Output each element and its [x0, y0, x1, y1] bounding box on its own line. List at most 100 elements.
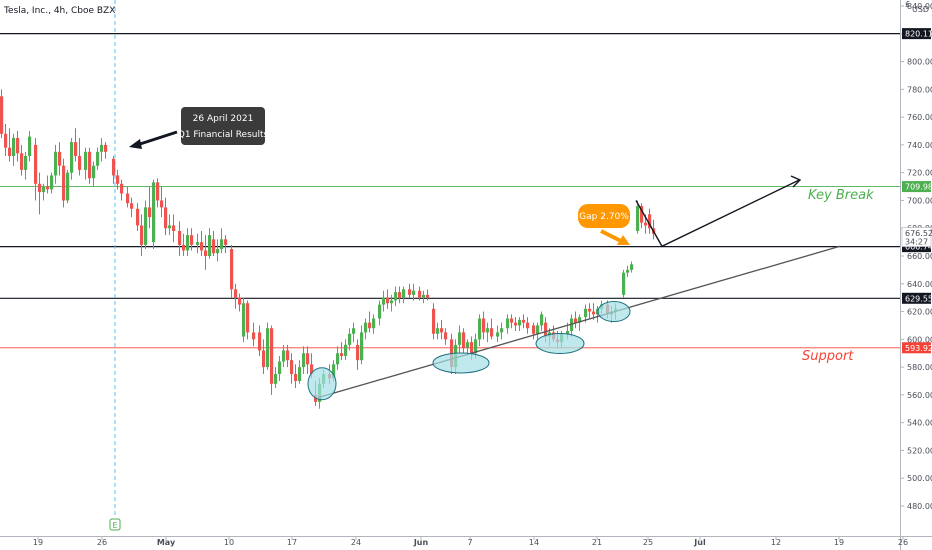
- candle-body: [58, 151, 62, 166]
- candle-body: [584, 308, 588, 318]
- candle-body: [152, 182, 156, 243]
- candle-body: [196, 242, 200, 245]
- x-tick-label: 19: [33, 538, 43, 547]
- support-label: Support: [802, 349, 854, 364]
- candle-body: [50, 175, 54, 190]
- price-level-tag: [902, 28, 931, 40]
- gap-callout-text: Gap 2.70%: [579, 212, 629, 222]
- candle-body: [510, 318, 514, 323]
- candle-body: [252, 332, 256, 340]
- candle-body: [78, 156, 82, 170]
- candle-body: [92, 165, 96, 179]
- candle-body: [178, 231, 182, 245]
- chart-title: Tesla, Inc., 4h, Cboe BZX: [3, 6, 115, 16]
- candle-body: [522, 319, 526, 323]
- candle-body: [458, 332, 462, 345]
- candle-body: [394, 292, 398, 301]
- candle-body: [544, 322, 548, 337]
- candle-body: [536, 325, 540, 334]
- candle-body: [626, 269, 630, 273]
- candle-body: [466, 342, 470, 348]
- touch-point-ellipse: [432, 352, 490, 374]
- event-arrow-line: [139, 130, 178, 146]
- candle-body: [408, 289, 412, 295]
- candle-body: [500, 328, 504, 333]
- candle-body: [364, 322, 368, 333]
- x-tick-label: 10: [224, 538, 234, 547]
- candle-body: [332, 364, 336, 379]
- drawings: 26 April 2021 Q1 Financial Results Gap 2.7…: [129, 107, 874, 401]
- candle-body: [148, 207, 152, 218]
- price-level-tag: [902, 292, 931, 304]
- y-tick-label: 520.00: [907, 446, 932, 455]
- candle-body: [4, 133, 8, 148]
- candle-body: [120, 183, 124, 194]
- candle-body: [8, 147, 12, 156]
- candle-body: [592, 311, 596, 315]
- x-tick-label: 14: [529, 538, 539, 547]
- price-level-tag-label: 666.74: [905, 243, 932, 252]
- candle-body: [340, 353, 344, 356]
- candle-body: [212, 239, 216, 254]
- candle-body: [566, 331, 570, 334]
- x-tick-label: May: [157, 538, 176, 547]
- y-tick-label: 700.00: [907, 196, 932, 205]
- candle-body: [440, 328, 444, 333]
- candle-body: [100, 144, 104, 152]
- candle-body: [514, 322, 518, 326]
- price-level-tag-label: 820.11: [905, 30, 932, 39]
- y-tick-label: 560.00: [907, 391, 932, 400]
- candle-body: [262, 350, 266, 368]
- key-break-arrowhead: [790, 175, 802, 188]
- y-tick-label: 640.00: [907, 280, 932, 289]
- candle-body: [224, 239, 228, 245]
- candle-body: [16, 137, 20, 154]
- y-tick-label: 800.00: [907, 58, 932, 67]
- last-price-tag: [901, 227, 932, 247]
- time-axis: 19 26 May 10 17 24 Jun 7 14 21 25 Jul 12 19 26 E: [0, 518, 932, 547]
- currency-label: USD: [912, 5, 929, 14]
- candle-body: [112, 158, 116, 176]
- candle-body: [140, 225, 144, 245]
- x-tick-label: 26: [97, 538, 107, 547]
- candle-body: [234, 289, 238, 298]
- candle-body: [382, 297, 386, 305]
- candle-body: [62, 165, 66, 201]
- candle-body: [386, 297, 390, 304]
- candle-body: [164, 207, 168, 229]
- candle-body: [282, 350, 286, 362]
- candle-body: [66, 172, 70, 201]
- candle-body: [462, 332, 466, 348]
- event-callout-box: [181, 107, 265, 145]
- candle-body: [356, 344, 360, 361]
- candle-body: [526, 322, 530, 329]
- candle-body: [270, 328, 274, 384]
- candle-body: [640, 206, 644, 223]
- candle-body: [482, 318, 486, 333]
- candle-body: [160, 200, 164, 208]
- candle-body: [242, 303, 246, 337]
- earnings-marker-label: E: [112, 521, 117, 530]
- candle-body: [208, 235, 212, 256]
- candle-body: [172, 225, 176, 231]
- candle-body: [578, 317, 582, 323]
- y-tick-label: 540.00: [907, 419, 932, 428]
- candle-body: [474, 339, 478, 354]
- candle-body: [54, 151, 58, 176]
- touch-point-ellipse: [307, 367, 337, 401]
- price-level-tag: [902, 342, 931, 354]
- candle-body: [20, 153, 24, 170]
- candle-body: [518, 319, 522, 326]
- candle-body: [200, 242, 204, 251]
- earnings-marker: [109, 518, 121, 531]
- candle-body: [426, 294, 430, 298]
- candle-body: [156, 182, 160, 201]
- candle-body: [28, 136, 32, 156]
- candle-body: [74, 142, 78, 156]
- price-level-tag-label: 629.55: [905, 294, 932, 303]
- candle-body: [190, 235, 194, 245]
- x-tick-label: Jul: [693, 538, 706, 547]
- candle-body: [258, 332, 262, 351]
- candle-body: [38, 183, 42, 193]
